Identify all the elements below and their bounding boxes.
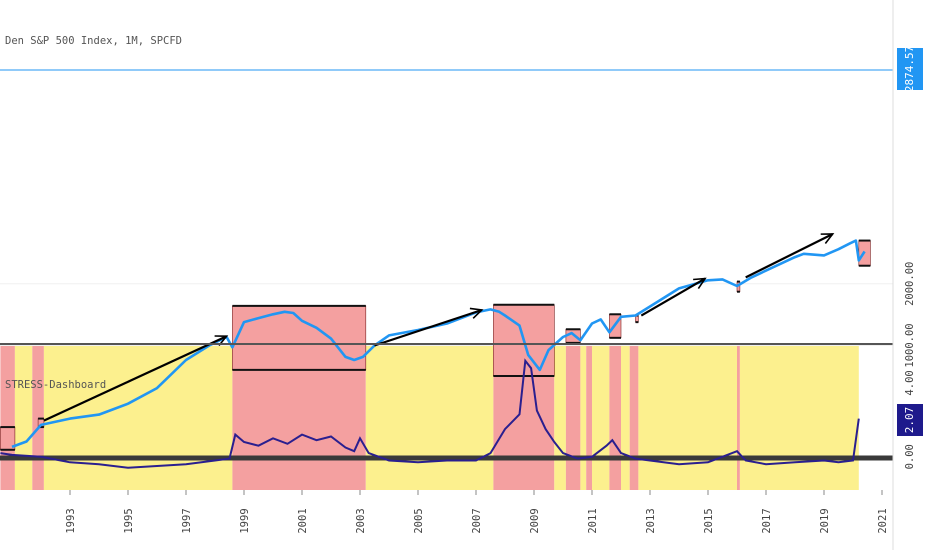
x-tick-label: 1999	[239, 508, 251, 533]
y-tick-label: 4.00	[904, 370, 916, 395]
stress-zone-yellow	[592, 346, 610, 490]
stress-tag: 2.07	[897, 404, 923, 436]
y-tick-label: 2000.00	[904, 262, 916, 306]
stress-zone-red	[629, 346, 639, 490]
trend-arrow-shaft	[374, 308, 483, 347]
x-tick-label: 2011	[587, 508, 599, 533]
stress-line	[0, 358, 860, 469]
sub-pane-title: STRESS-Dashboard	[5, 379, 106, 391]
price-tag: 2874.57	[897, 46, 923, 92]
x-tick-label: 2009	[529, 508, 541, 533]
trend-arrow-head	[214, 335, 229, 346]
stress-zone-yellow	[621, 346, 630, 490]
y-axis-price: 1000.00 2000.00	[904, 262, 916, 368]
stress-zone-red	[737, 346, 740, 490]
stress-zone-yellow	[365, 346, 494, 490]
x-tick-label: 2019	[819, 508, 831, 533]
trend-arrow-head	[469, 307, 484, 319]
stress-zone-yellow	[554, 346, 566, 490]
price-tag-bg	[897, 48, 923, 90]
price-tag-label: 2874.57	[903, 46, 916, 92]
x-tick-label: 2015	[703, 508, 715, 533]
trend-arrow-head	[820, 233, 835, 244]
x-tick-label: 2021	[877, 508, 889, 533]
stress-tag-label: 2.07	[903, 407, 916, 434]
stress-zone-red	[586, 346, 592, 490]
main-grid	[0, 283, 893, 346]
stress-zone-yellow	[739, 346, 859, 490]
y-tick-label: 0.00	[904, 444, 916, 469]
stress-tag-bg	[897, 404, 923, 436]
x-tick-label: 1993	[65, 508, 77, 533]
stress-zones	[0, 346, 859, 490]
x-axis: 1993 1995 1997 1999 2001 2003 2005 2007 2009 2011…	[65, 490, 889, 534]
x-tick-label: 2007	[471, 508, 483, 533]
trend-arrow-shaft	[43, 335, 228, 422]
x-tick-label: 2013	[645, 508, 657, 533]
trend-arrow-shaft	[745, 232, 834, 279]
stress-box	[232, 305, 367, 371]
trend-arrow-shaft	[640, 277, 706, 317]
x-tick-label: 2017	[761, 508, 773, 533]
stress-zone-yellow	[638, 346, 737, 490]
x-tick-label: 2005	[413, 508, 425, 533]
x-tick-label: 1997	[181, 508, 193, 533]
main-pane-title: Den S&P 500 Index, 1M, SPCFD	[5, 35, 182, 47]
y-tick-label: 1000.00	[904, 323, 916, 367]
x-tick-label: 2003	[355, 508, 367, 533]
sp500-price-line	[11, 239, 866, 449]
stress-zone-red	[609, 346, 621, 490]
stress-zone-yellow	[580, 346, 587, 490]
y-axis-stress: 4.00 0.00	[904, 370, 916, 469]
stress-zone-red	[0, 346, 15, 490]
x-tick-label: 1995	[123, 508, 135, 533]
stress-zone-yellow	[14, 346, 33, 490]
trend-arrows	[43, 232, 835, 422]
x-tick-label: 2001	[297, 508, 309, 533]
trend-arrow-head	[693, 277, 707, 289]
stress-zone-red	[565, 346, 581, 490]
